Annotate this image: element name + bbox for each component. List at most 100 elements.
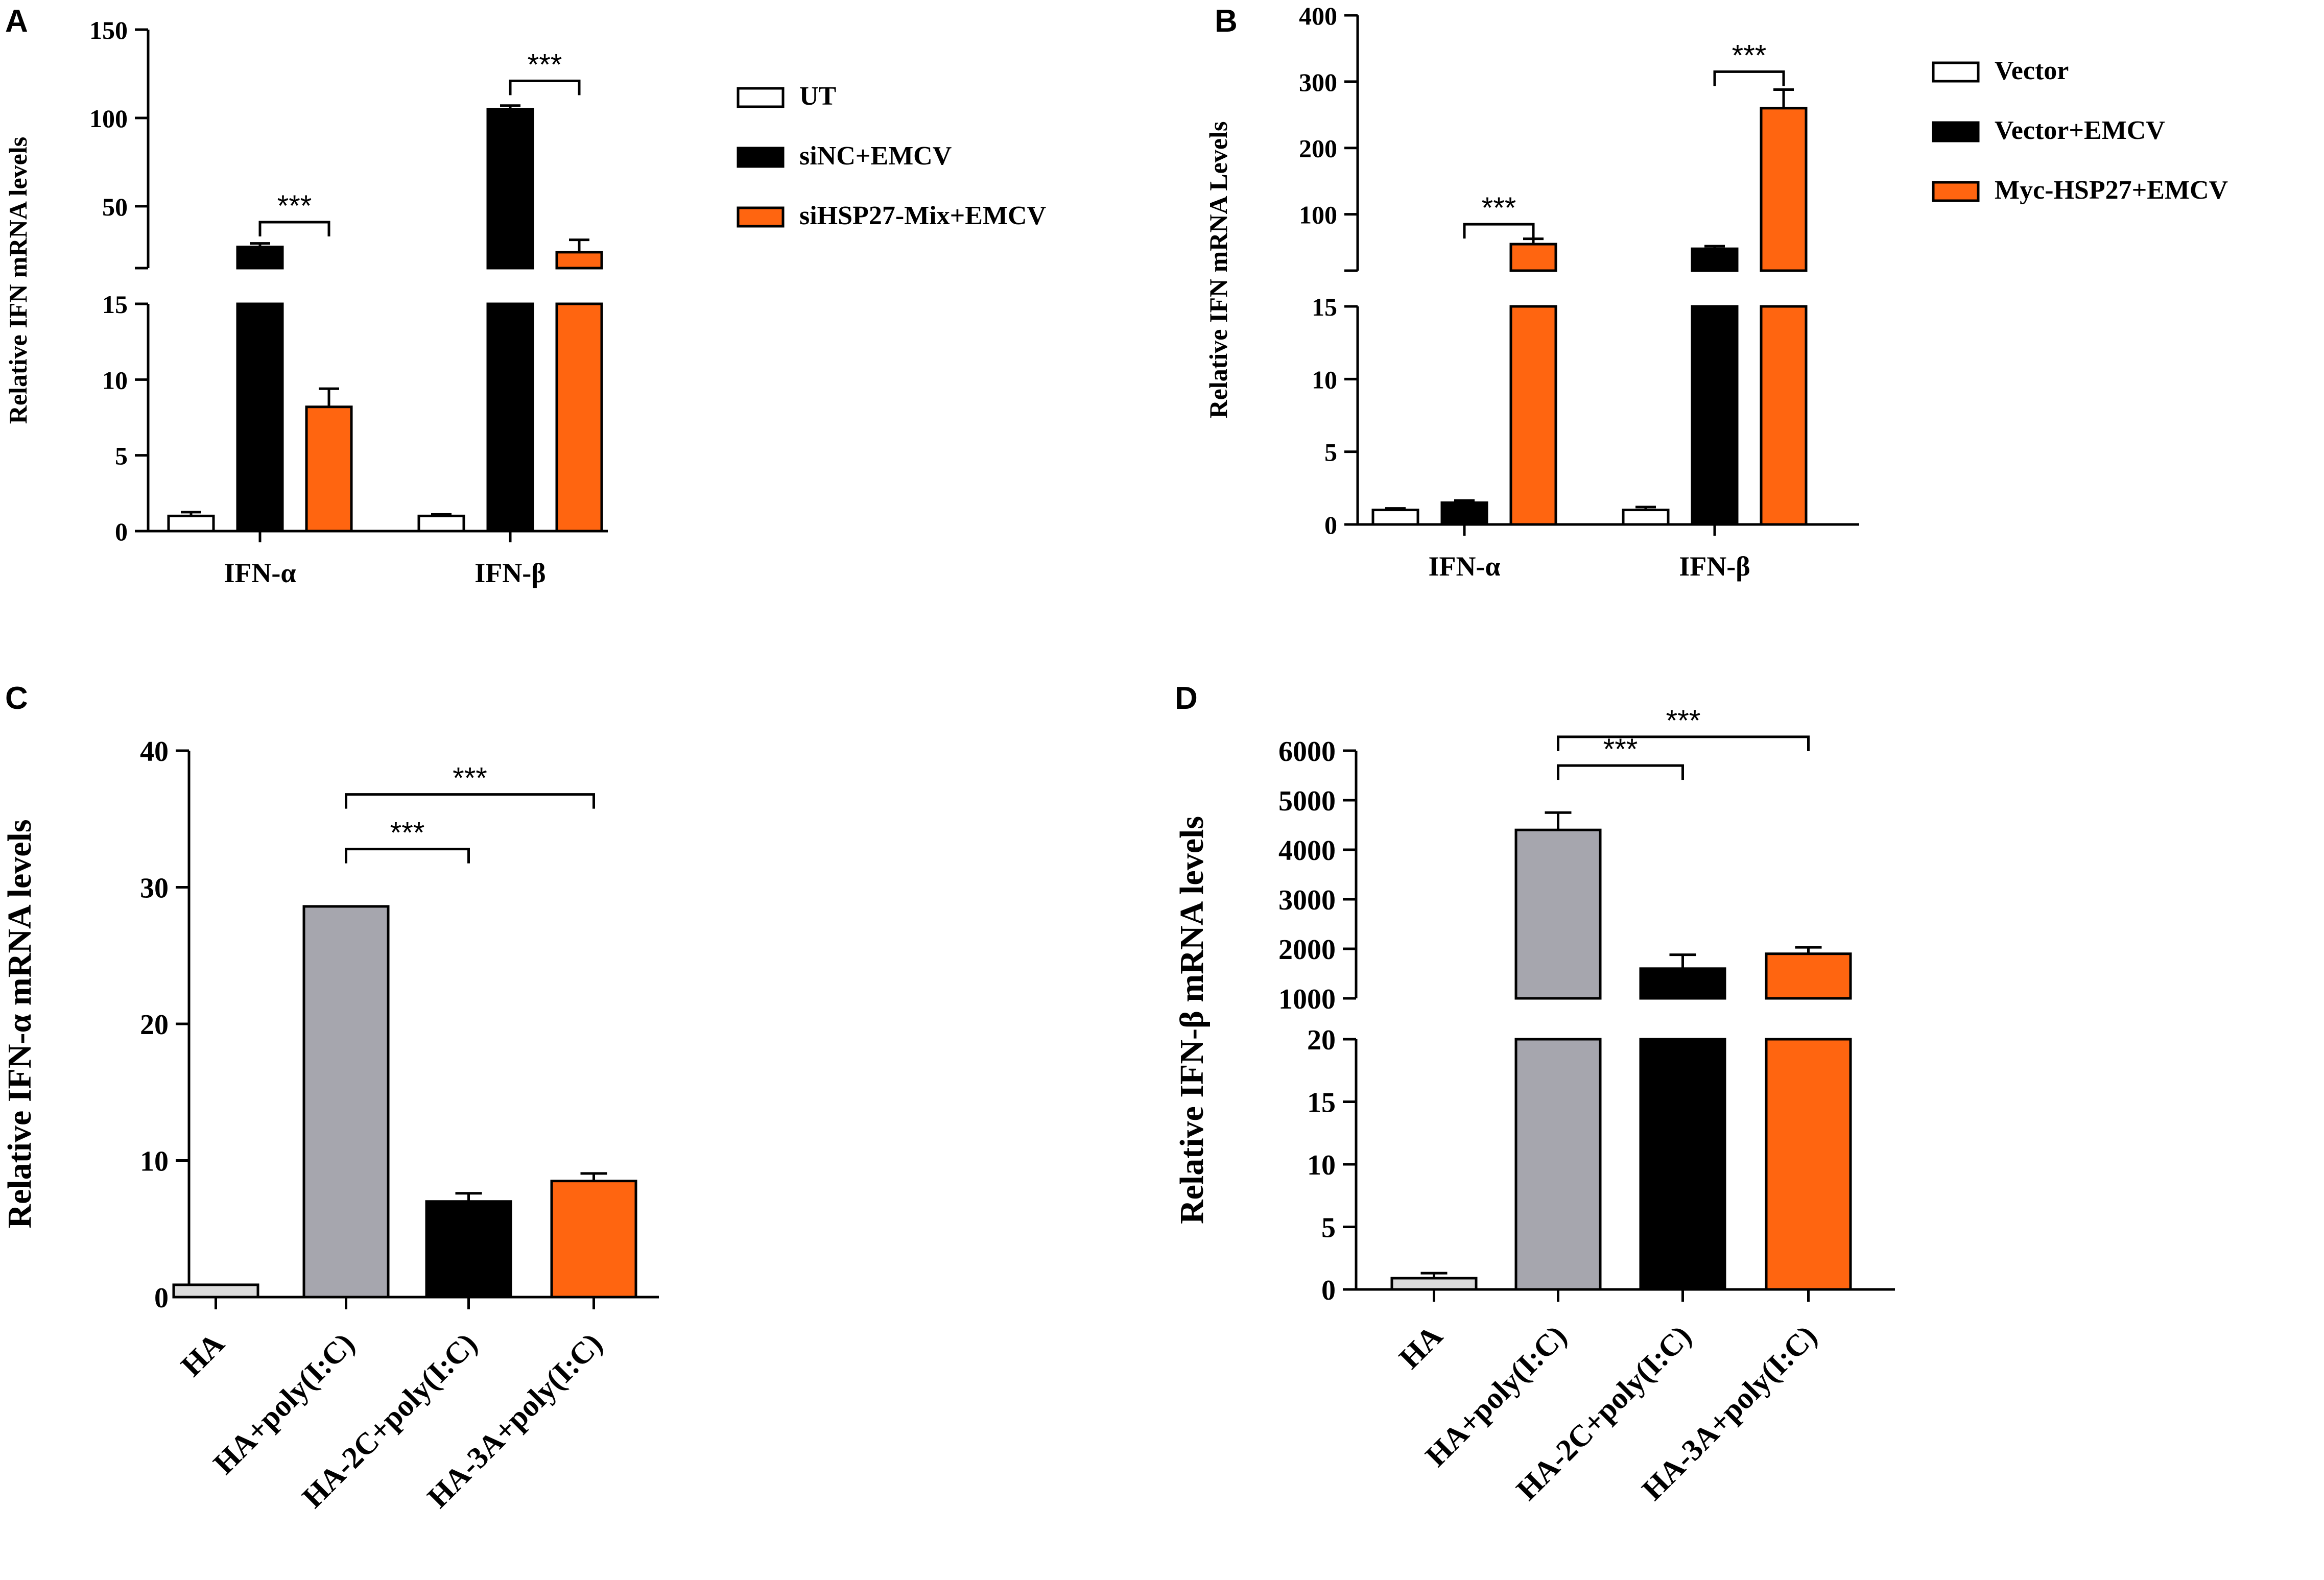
y-tick-label-150: 150 xyxy=(89,16,128,44)
legend-label-2: siHSP27-Mix+EMCV xyxy=(799,201,1046,230)
y-tick-label-5: 5 xyxy=(115,442,128,470)
y-tick-label-400: 400 xyxy=(1299,2,1337,30)
bar-orange-1-seg1 xyxy=(1760,107,1808,272)
x-tick-label-0: IFN-α xyxy=(224,558,296,588)
y-tick-label-10: 10 xyxy=(102,366,128,394)
significance-1-line xyxy=(1713,70,1785,86)
significance-0-line xyxy=(1463,223,1535,239)
bar-black-0-seg0 xyxy=(1440,501,1488,526)
y-tick-label-50: 50 xyxy=(102,193,128,221)
y-axis-label: Relative IFN mRNA Levels xyxy=(1204,122,1232,419)
legend-label-0: Vector xyxy=(1995,56,2069,85)
significance-1-label: *** xyxy=(1732,39,1767,72)
y-tick-label-4000: 4000 xyxy=(1278,835,1336,867)
y-tick-label-0: 0 xyxy=(154,1282,169,1314)
legend-label-1: Vector+EMCV xyxy=(1995,116,2165,145)
significance-0-label: *** xyxy=(277,189,312,223)
y-tick-label-15: 15 xyxy=(102,290,128,319)
legend-label-0: UT xyxy=(799,82,836,111)
significance-0-label: *** xyxy=(1482,191,1516,225)
y-axis-label: Relative IFN-α mRNA levels xyxy=(1,819,38,1228)
y-tick-label-20: 20 xyxy=(1307,1024,1336,1056)
panel-letter: A xyxy=(5,4,28,39)
legend-swatch-1 xyxy=(737,147,785,168)
bar-2-upper xyxy=(1639,967,1726,1000)
bar-black-1-seg1 xyxy=(486,108,534,270)
bar-0 xyxy=(172,1283,259,1299)
y-tick-label-3000: 3000 xyxy=(1278,884,1336,916)
y-tick-label-5: 5 xyxy=(1321,1212,1336,1244)
x-tick-label-1: IFN-β xyxy=(475,558,546,588)
y-tick-label-100: 100 xyxy=(89,104,128,133)
bar-3 xyxy=(550,1180,637,1299)
y-tick-label-10: 10 xyxy=(1312,365,1337,394)
y-tick-label-15: 15 xyxy=(1312,293,1337,321)
legend-swatch-2 xyxy=(737,206,785,228)
bar-2-lower xyxy=(1639,1038,1726,1291)
legend-swatch-1 xyxy=(1932,121,1980,142)
bar-black-0-seg1 xyxy=(236,245,284,270)
y-tick-label-100: 100 xyxy=(1299,201,1337,229)
significance-0-line xyxy=(1557,764,1684,780)
bar-1-upper xyxy=(1514,828,1602,1000)
bar-black-0-seg0 xyxy=(236,302,284,533)
bar-2 xyxy=(425,1200,512,1299)
y-tick-label-10: 10 xyxy=(1307,1150,1336,1181)
bar-1-lower xyxy=(1514,1038,1602,1291)
significance-0-line xyxy=(345,848,470,864)
bar-black-1-seg1 xyxy=(1691,247,1739,272)
significance-0-label: *** xyxy=(1603,733,1638,766)
y-axis-label: Relative IFN mRNA levels xyxy=(4,137,32,424)
y-tick-label-5: 5 xyxy=(1324,438,1337,467)
bar-orange-0-seg0 xyxy=(1509,305,1557,526)
y-tick-label-2000: 2000 xyxy=(1278,934,1336,966)
y-tick-label-5000: 5000 xyxy=(1278,785,1336,817)
bar-orange-1-seg0 xyxy=(1760,305,1808,526)
y-tick-label-200: 200 xyxy=(1299,134,1337,163)
bar-orange-1-seg0 xyxy=(555,302,603,533)
y-tick-label-1000: 1000 xyxy=(1278,984,1336,1015)
y-tick-label-0: 0 xyxy=(1324,511,1337,539)
panel-a: A 0 5 10 15 50 100 150 Relative IFN mRNA levels I… xyxy=(4,4,1046,588)
panel-letter: B xyxy=(1215,4,1238,39)
significance-1-line xyxy=(345,793,595,809)
y-tick-label-0: 0 xyxy=(1321,1275,1336,1306)
bar-white-0-seg0 xyxy=(1371,509,1419,526)
y-tick-label-6000: 6000 xyxy=(1278,736,1336,768)
y-tick-label-30: 30 xyxy=(140,873,169,904)
bar-black-1-seg0 xyxy=(1691,305,1739,526)
y-tick-label-0: 0 xyxy=(115,517,128,546)
bar-white-1-seg0 xyxy=(417,514,465,533)
panel-letter: C xyxy=(5,681,28,716)
bar-white-1-seg0 xyxy=(1622,509,1670,526)
significance-1-line xyxy=(1557,735,1810,751)
legend-label-2: Myc-HSP27+EMCV xyxy=(1995,176,2228,205)
bar-0 xyxy=(1390,1277,1478,1291)
bar-3-lower xyxy=(1765,1038,1852,1291)
legend-swatch-0 xyxy=(737,87,785,108)
panel-b: B 0 5 10 15 100 200 300 400 Relative IFN mRNA Lev… xyxy=(1204,2,2228,582)
y-tick-label-40: 40 xyxy=(140,736,169,768)
bar-black-1-seg0 xyxy=(486,302,534,533)
significance-0-label: *** xyxy=(390,817,425,850)
legend-swatch-2 xyxy=(1932,181,1980,202)
y-tick-label-20: 20 xyxy=(140,1009,169,1041)
bar-1 xyxy=(302,905,390,1299)
bar-white-0-seg0 xyxy=(167,514,215,533)
bar-orange-0-seg1 xyxy=(1509,243,1557,272)
bar-3-upper xyxy=(1765,952,1852,1000)
y-tick-label-15: 15 xyxy=(1307,1087,1336,1119)
significance-1-label: *** xyxy=(453,762,487,795)
bar-orange-0-seg0 xyxy=(305,405,353,533)
y-axis-label: Relative IFN-β mRNA levels xyxy=(1173,816,1211,1224)
y-tick-label-10: 10 xyxy=(140,1146,169,1178)
bar-orange-1-seg1 xyxy=(555,251,603,270)
significance-1-label: *** xyxy=(528,48,562,81)
x-tick-label-1: IFN-β xyxy=(1679,551,1750,582)
panel-letter: D xyxy=(1175,681,1198,716)
significance-1-line xyxy=(509,79,581,95)
x-tick-label-0: IFN-α xyxy=(1428,551,1500,582)
legend-swatch-0 xyxy=(1932,61,1980,83)
